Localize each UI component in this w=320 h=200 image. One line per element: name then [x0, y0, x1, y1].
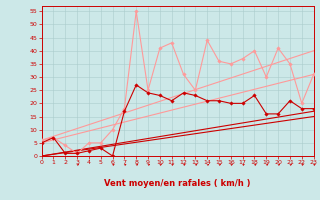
X-axis label: Vent moyen/en rafales ( km/h ): Vent moyen/en rafales ( km/h ): [104, 179, 251, 188]
